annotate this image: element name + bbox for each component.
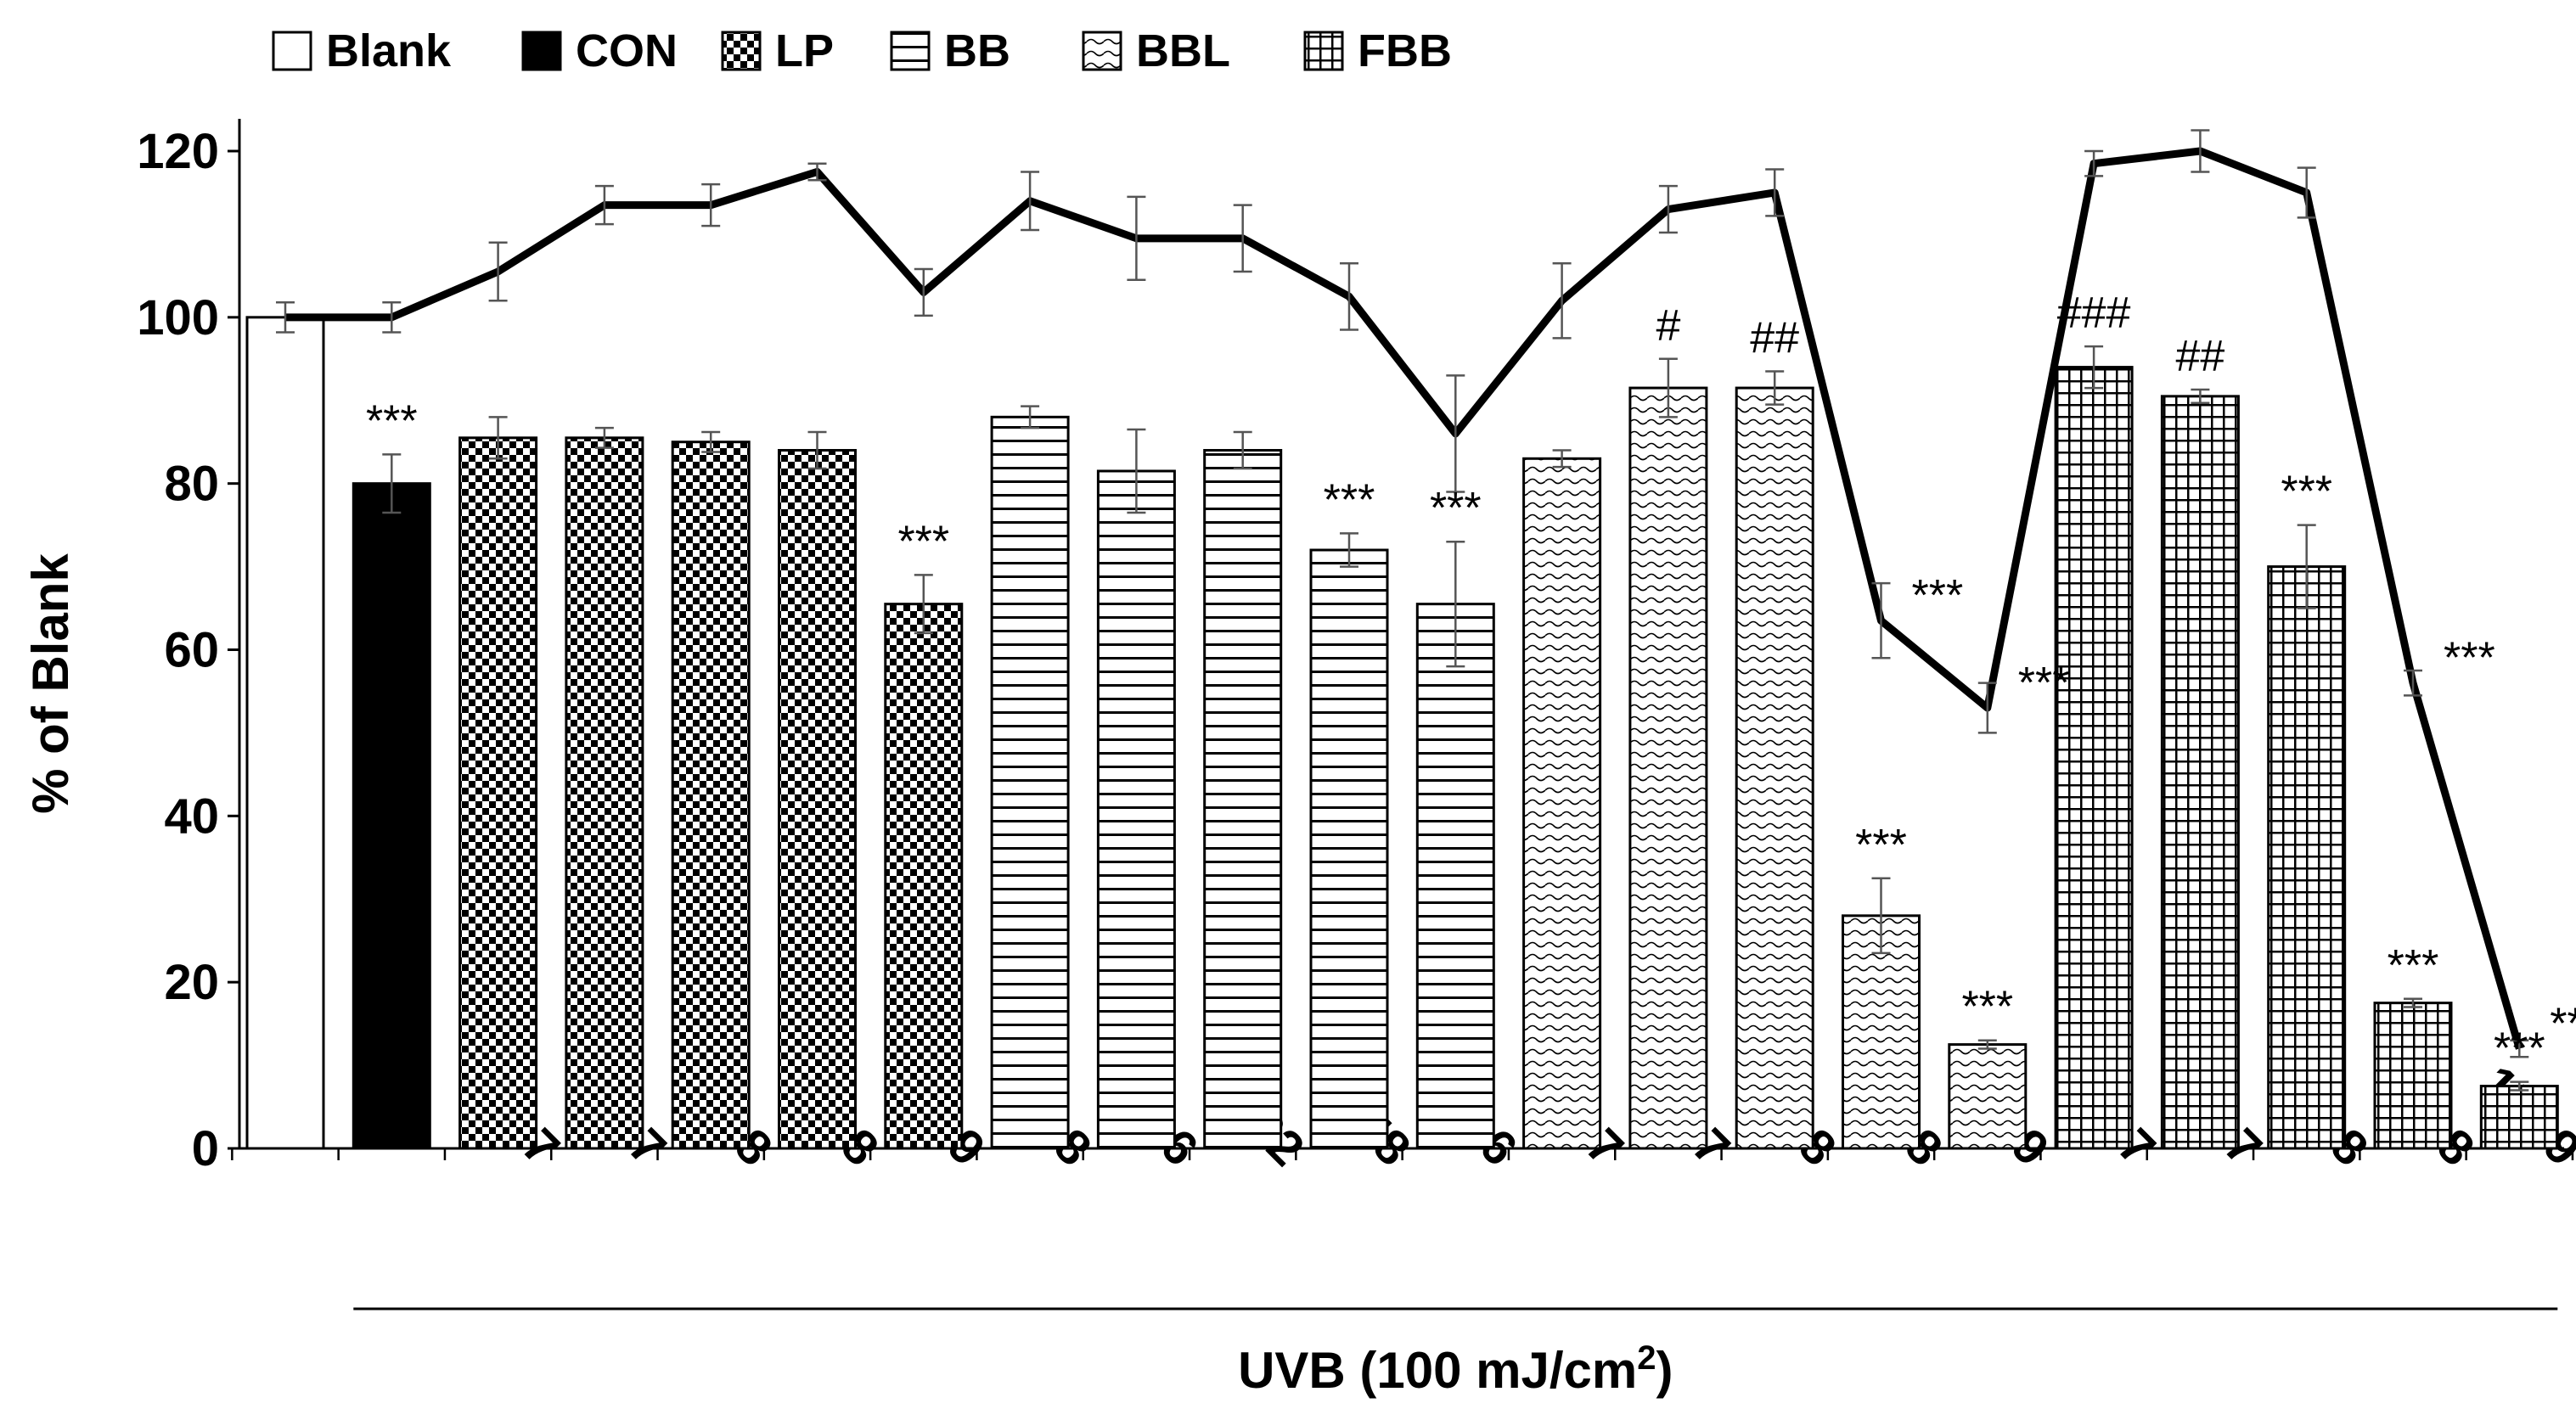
legend-label: FBB [1358, 25, 1452, 76]
bar [2054, 366, 2134, 1150]
bar [1735, 386, 1814, 1150]
legend-label: CON [576, 25, 678, 76]
chart-legend: Blank CON LP BB BBL FBB [272, 25, 1452, 76]
legend-label: BB [944, 25, 1010, 76]
y-tick-label: 20 [164, 955, 219, 1010]
bar [884, 603, 964, 1150]
chart-labels: ********* ***# ##******#####**************… [366, 289, 2576, 1074]
legend-swatch [1303, 31, 1344, 71]
legend-swatch [890, 31, 931, 71]
line-significance-label: *** [1912, 571, 1964, 620]
legend-label: LP [775, 25, 834, 76]
x-axis-title: UVB (100 mJ/cm2) [1238, 1339, 1673, 1399]
bar [2267, 565, 2347, 1150]
bar-significance-label: *** [2494, 1024, 2545, 1074]
bar [1309, 548, 1389, 1150]
bar [1522, 457, 1602, 1150]
legend-label: BBL [1136, 25, 1230, 76]
bar-significance-label: ## [2175, 332, 2224, 381]
bar-significance-label: ### [2057, 289, 2131, 338]
y-tick-label: 120 [137, 124, 219, 179]
y-tick-label: 80 [164, 457, 219, 512]
bar [671, 441, 751, 1150]
line-significance-label: *** [2550, 1000, 2576, 1049]
line-significance-label: *** [2444, 634, 2495, 683]
bar [245, 316, 325, 1150]
bar-significance-label: # [1656, 301, 1680, 351]
bar [2373, 1002, 2453, 1150]
bar-significance-label: *** [2388, 941, 2439, 991]
y-tick-label: 60 [164, 623, 219, 678]
bar-significance-label: *** [2281, 468, 2332, 517]
chart-bars [245, 316, 2559, 1150]
bar [352, 482, 431, 1150]
bar-significance-label: ## [1750, 313, 1799, 362]
bar-significance-label: *** [1324, 475, 1375, 525]
bar [2479, 1085, 2559, 1150]
bar [1948, 1043, 2028, 1150]
bar [990, 415, 1070, 1150]
y-axis-title: % of Blank [22, 553, 79, 814]
bar [1096, 469, 1176, 1150]
chart-line-series [276, 129, 2529, 1058]
bar [565, 436, 644, 1150]
bar [1203, 449, 1283, 1150]
bar [1415, 603, 1495, 1150]
legend-swatch [1082, 31, 1122, 71]
legend-swatch [521, 31, 562, 71]
bar-significance-label: *** [897, 517, 949, 566]
bar [2160, 395, 2240, 1150]
bar-significance-label: *** [366, 396, 418, 446]
bar-significance-label: *** [1855, 821, 1907, 870]
bar-significance-label: *** [1430, 484, 1482, 533]
y-tick-label: 100 [137, 290, 219, 345]
legend-swatch [272, 31, 312, 71]
bar-significance-label: *** [1961, 983, 2013, 1032]
line-significance-label: *** [2018, 659, 2070, 708]
y-tick-label: 40 [164, 789, 219, 844]
y-tick-label: 0 [192, 1121, 219, 1176]
legend-label: Blank [326, 25, 452, 76]
bar [458, 436, 538, 1150]
line-series [285, 147, 2523, 1050]
legend-swatch [721, 31, 762, 71]
bar [1628, 386, 1708, 1150]
bar [778, 449, 857, 1150]
